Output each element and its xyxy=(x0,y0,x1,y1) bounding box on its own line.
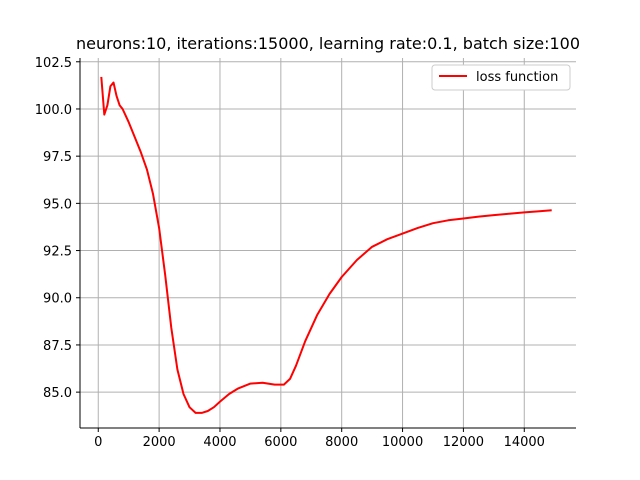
y-tick-label: 90.0 xyxy=(43,292,72,307)
x-tick-label: 2000 xyxy=(143,435,176,450)
x-tick-label: 10000 xyxy=(382,435,423,450)
chart-title: neurons:10, iterations:15000, learning r… xyxy=(76,34,580,53)
y-axis-ticks: 85.0 87.5 90.0 92.5 95.0 97.5 100.0 102.5 xyxy=(35,56,80,401)
y-tick-label: 97.5 xyxy=(43,150,72,165)
y-tick-label: 102.5 xyxy=(35,56,72,71)
y-tick-label: 85.0 xyxy=(43,386,72,401)
x-tick-label: 0 xyxy=(94,435,102,450)
x-tick-label: 4000 xyxy=(203,435,236,450)
series-line-loss-function xyxy=(100,76,552,414)
x-tick-label: 12000 xyxy=(443,435,484,450)
x-tick-label: 14000 xyxy=(504,435,545,450)
x-tick-label: 8000 xyxy=(325,435,358,450)
legend-box xyxy=(431,64,571,91)
x-axis-ticks: 0 2000 4000 6000 8000 10000 12000 14000 xyxy=(94,428,545,450)
series-layer xyxy=(100,76,552,414)
y-tick-label: 100.0 xyxy=(35,103,72,118)
y-tick-label: 92.5 xyxy=(43,245,72,260)
legend: loss function xyxy=(431,64,571,91)
y-tick-label: 87.5 xyxy=(43,339,72,354)
axes xyxy=(79,58,576,429)
legend-label-loss-function: loss function xyxy=(476,70,558,85)
x-tick-label: 6000 xyxy=(264,435,297,450)
y-tick-label: 95.0 xyxy=(43,197,72,212)
